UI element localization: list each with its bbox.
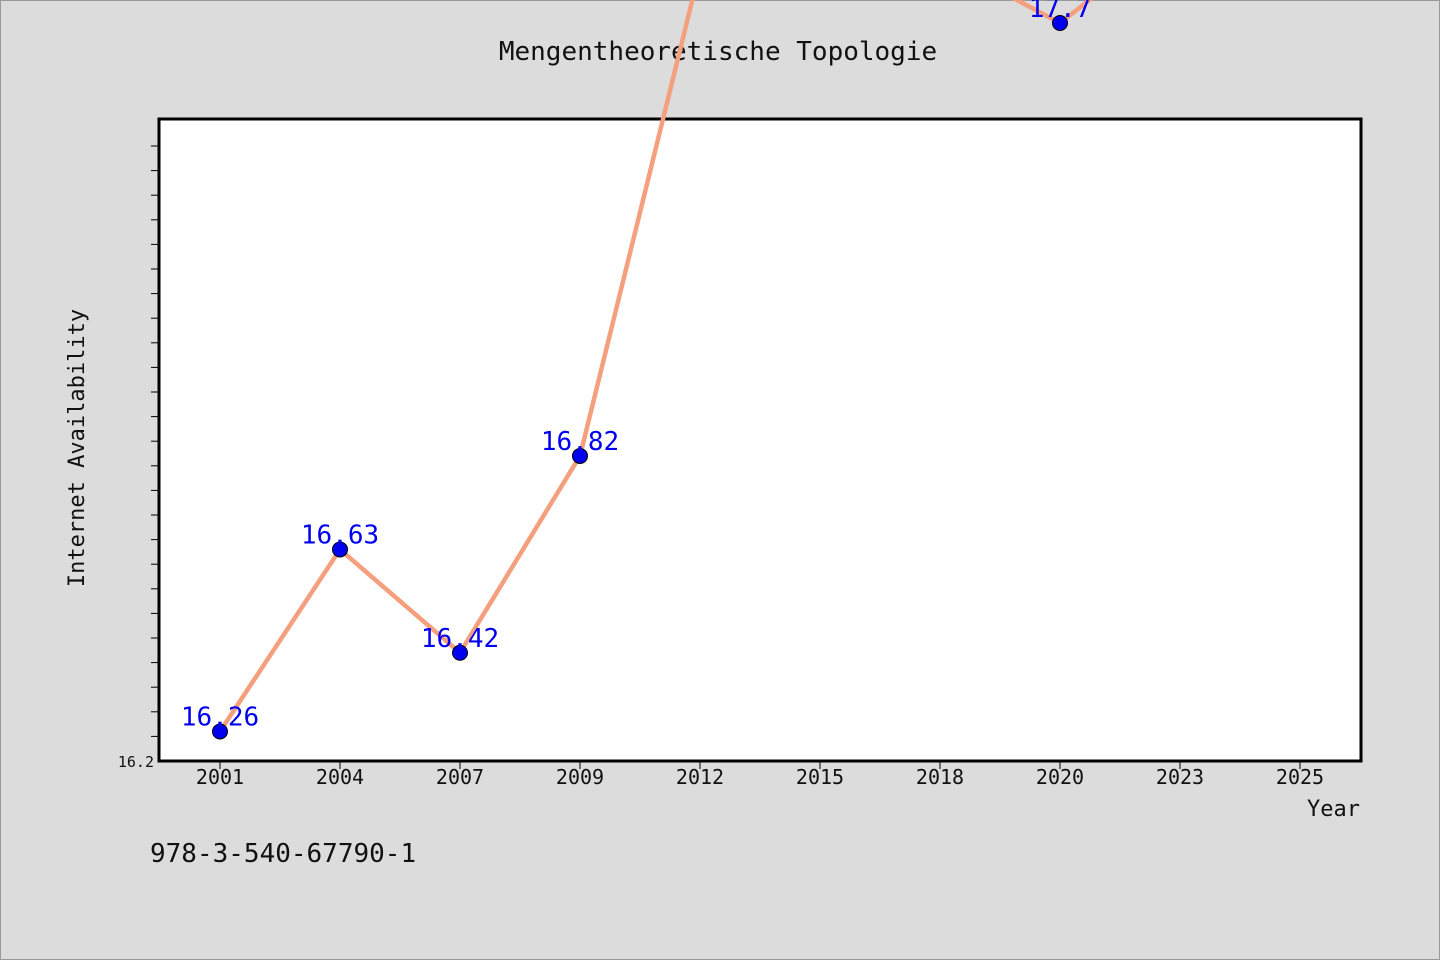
chart-title: Mengentheoretische Topologie xyxy=(499,37,937,67)
plot-area xyxy=(157,117,1363,763)
x-axis-ticks: 2001 2004 2007 2009 2012 2015 2018 2020 2023 2025 xyxy=(196,761,1324,789)
x-tick-label: 2012 xyxy=(676,765,724,789)
series-line-group xyxy=(218,0,1094,733)
series-line xyxy=(218,0,1094,733)
x-tick-label: 2020 xyxy=(1036,765,1084,789)
data-label: 16.63 xyxy=(301,520,379,550)
ytick-label-min: 16.2 xyxy=(118,753,154,771)
data-point-marker xyxy=(452,644,468,661)
data-label: 17.7 xyxy=(1029,0,1092,24)
data-point-marker xyxy=(572,447,588,464)
data-labels-group: 16.2616.6316.4216.8217.8118.3117.8317.71… xyxy=(181,0,1092,732)
y-axis-label: Internet Availability xyxy=(65,309,90,587)
x-tick-label: 2023 xyxy=(1156,765,1204,789)
data-point-marker xyxy=(332,541,348,558)
x-tick-label: 2015 xyxy=(796,765,844,789)
x-tick-label: 2018 xyxy=(916,765,964,789)
data-point-marker xyxy=(1052,15,1068,31)
data-point-marker xyxy=(212,723,228,740)
markers-group xyxy=(212,15,1068,740)
data-label: 16.42 xyxy=(421,624,499,654)
y-axis-ticks xyxy=(151,145,159,737)
isbn-footer: 978-3-540-67790-1 xyxy=(150,839,416,869)
data-label: 16.26 xyxy=(181,702,259,732)
x-tick-label: 2004 xyxy=(316,765,364,789)
x-tick-label: 2007 xyxy=(436,765,484,789)
data-label: 16.82 xyxy=(541,427,619,457)
x-tick-label: 2001 xyxy=(196,765,244,789)
x-axis-label: Year xyxy=(1307,797,1360,822)
x-tick-label: 2009 xyxy=(556,765,604,789)
x-tick-label: 2025 xyxy=(1276,765,1324,789)
